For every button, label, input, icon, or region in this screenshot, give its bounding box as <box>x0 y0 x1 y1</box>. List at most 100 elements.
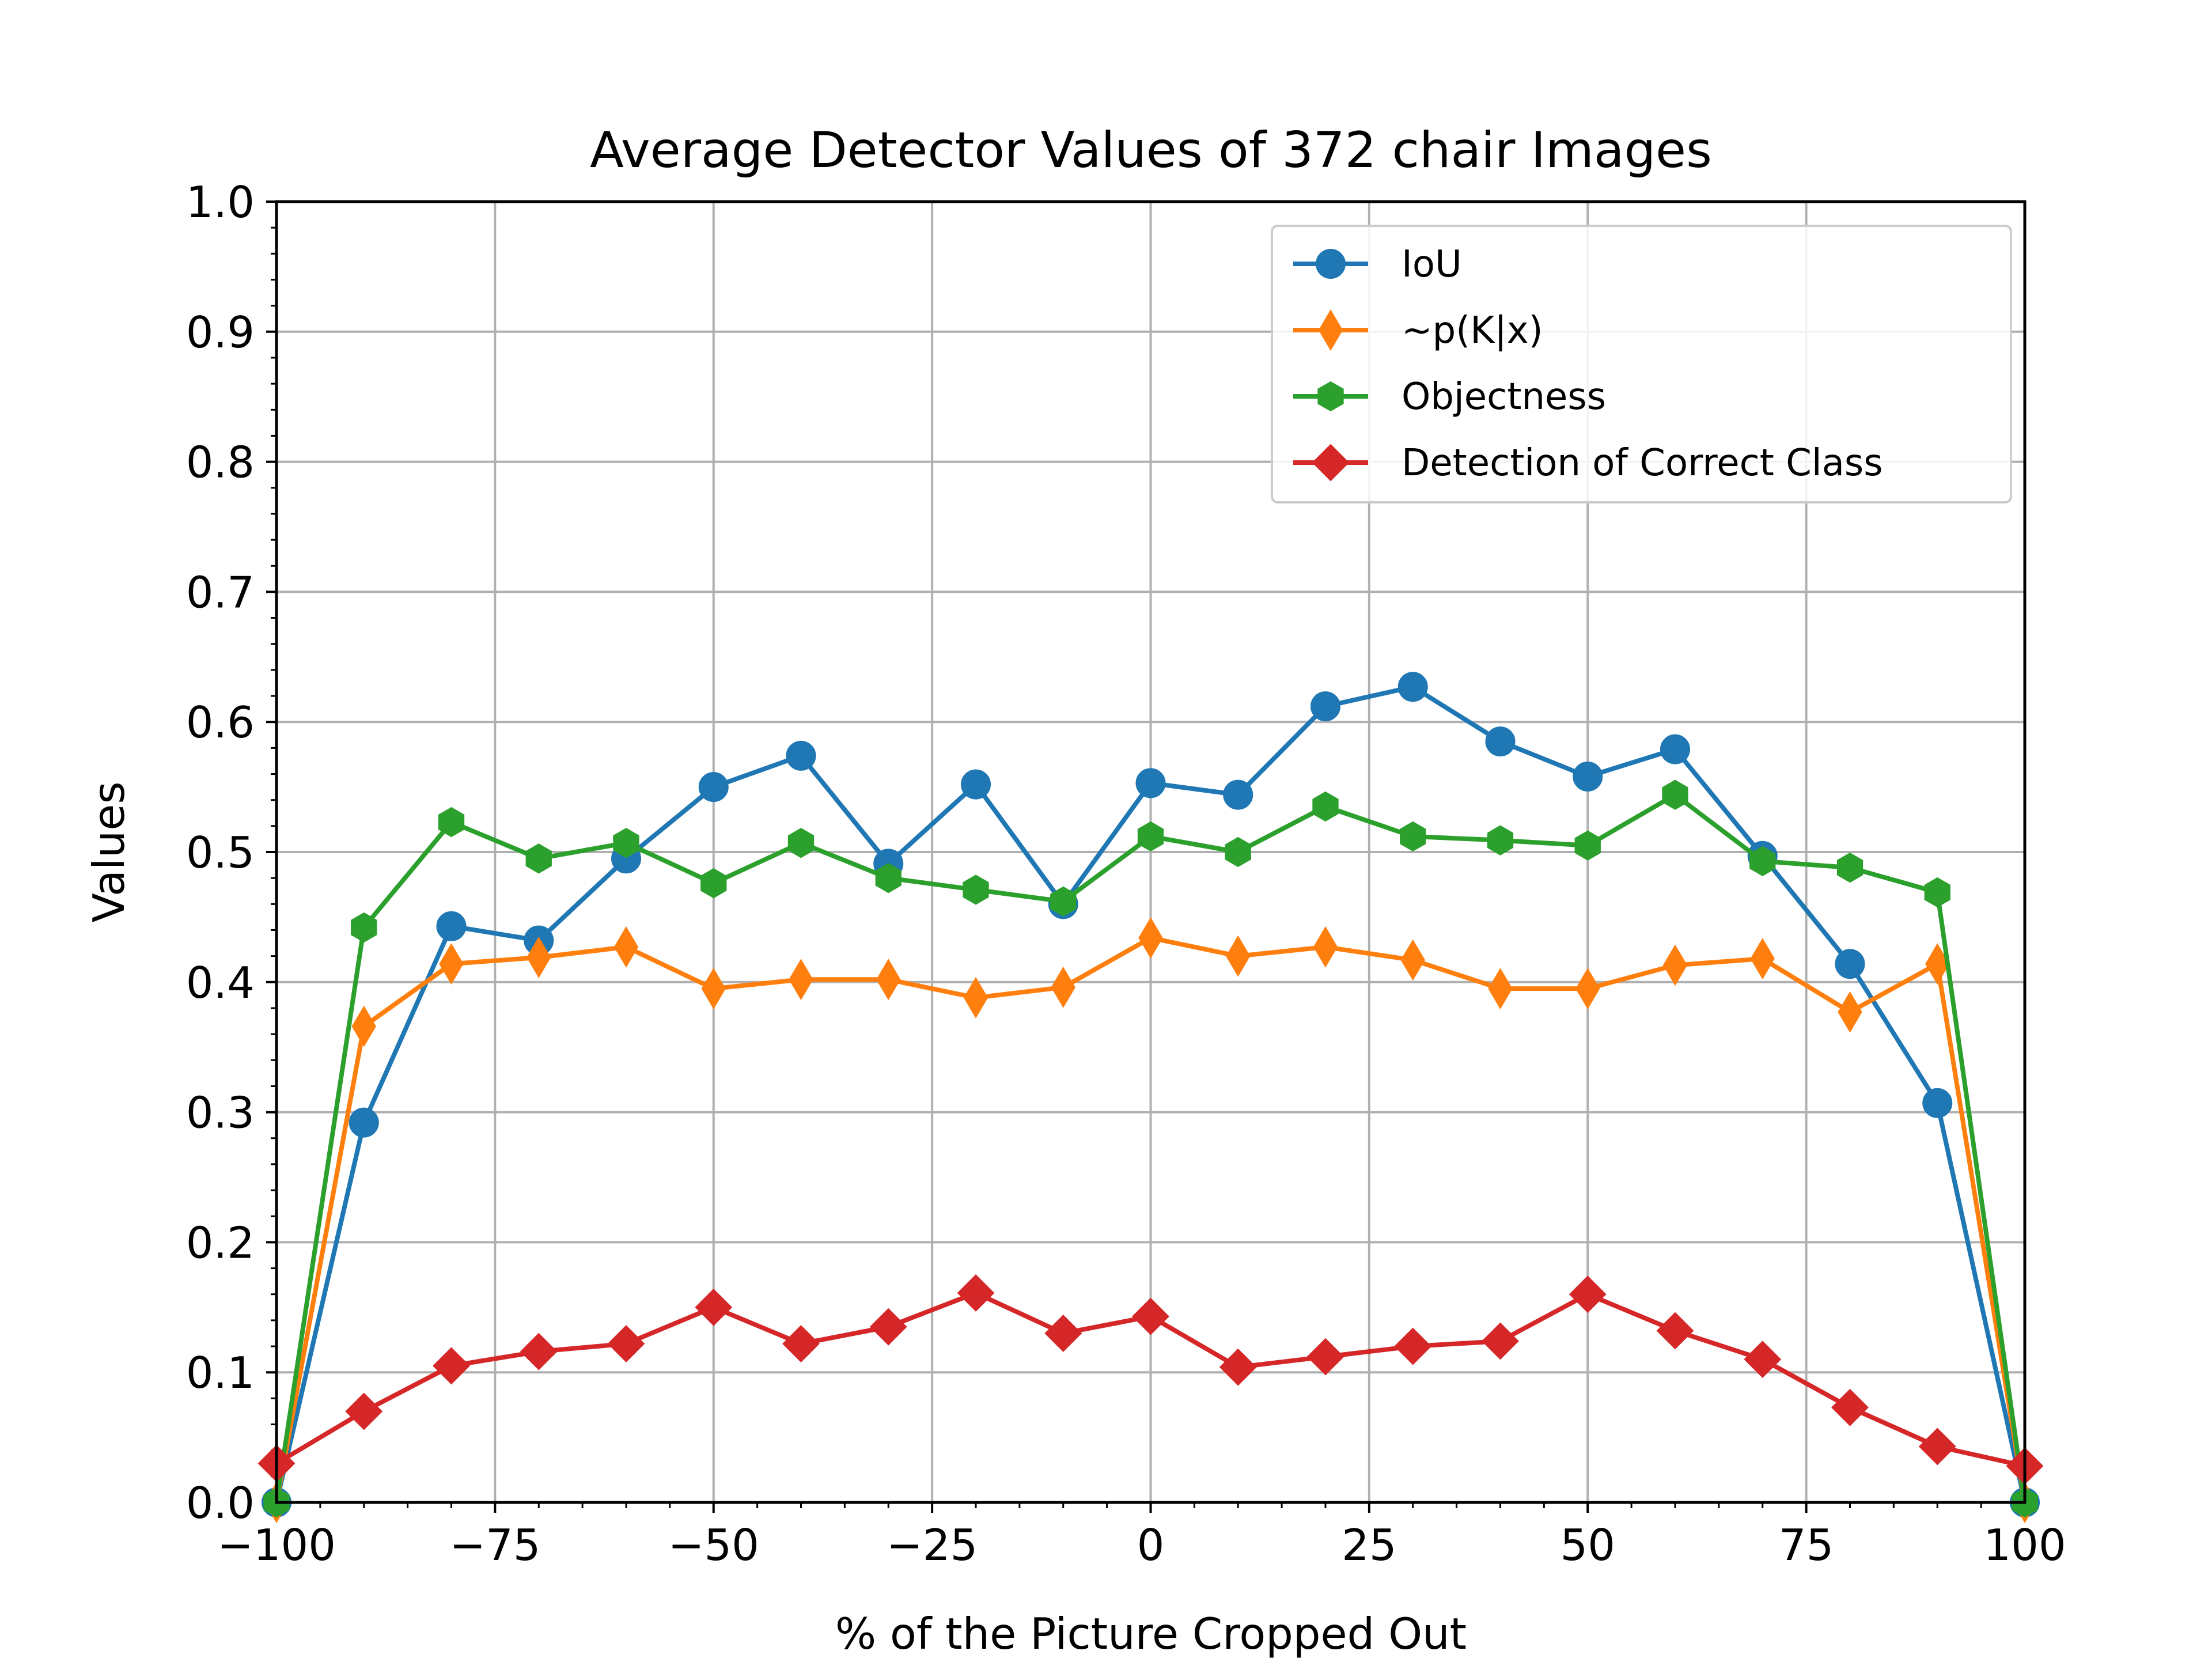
y-tick-label: 0.4 <box>186 957 255 1008</box>
data-point <box>438 807 465 838</box>
data-point <box>433 1347 470 1385</box>
data-point <box>1662 944 1688 986</box>
data-point <box>1219 1348 1257 1386</box>
legend-item: ~p(K|x) <box>1293 309 1543 352</box>
data-point <box>1310 691 1340 722</box>
data-point <box>1051 966 1075 1008</box>
data-point <box>1835 949 1865 979</box>
data-point <box>957 1274 995 1312</box>
data-point <box>1132 1297 1169 1335</box>
data-point <box>613 926 639 968</box>
data-point <box>1044 1315 1082 1352</box>
data-point <box>1831 1388 1869 1426</box>
data-point <box>1750 938 1775 980</box>
series-detection-of-correct-class <box>257 1274 2044 1485</box>
legend-marker <box>1312 444 1350 482</box>
data-point <box>1225 836 1251 868</box>
x-tick-label: 75 <box>1779 1520 1834 1570</box>
data-point <box>963 874 989 905</box>
data-point <box>869 1308 907 1346</box>
data-point <box>1575 968 1600 1010</box>
data-point <box>1397 672 1428 702</box>
y-tick-label: 0.7 <box>186 567 255 618</box>
legend-item: IoU <box>1293 243 1462 286</box>
data-point <box>439 943 464 985</box>
data-point <box>436 911 467 941</box>
y-tick-label: 1.0 <box>186 177 255 228</box>
data-point <box>345 1392 383 1430</box>
legend-item: Objectness <box>1293 376 1606 418</box>
series-p-k-x <box>264 917 2037 1523</box>
data-point <box>1918 1428 1956 1466</box>
y-tick-label: 0.2 <box>186 1217 255 1268</box>
x-tick-label: 25 <box>1342 1520 1396 1570</box>
data-point <box>1569 1275 1607 1313</box>
data-point <box>1924 877 1950 908</box>
x-tick-label: 0 <box>1137 1520 1165 1570</box>
plot-area-frame <box>275 200 2027 1504</box>
data-point <box>525 843 552 874</box>
data-point <box>1312 791 1339 822</box>
data-point <box>1662 779 1688 810</box>
data-point <box>349 1107 379 1138</box>
data-point <box>1394 1327 1432 1365</box>
data-point <box>698 772 729 802</box>
data-point <box>787 828 815 858</box>
y-tick-label: 0.6 <box>186 697 255 748</box>
data-point <box>1485 726 1516 757</box>
data-point <box>789 959 813 1001</box>
legend-marker <box>1318 309 1343 351</box>
data-point <box>875 863 902 894</box>
legend-label: ~p(K|x) <box>1402 309 1543 352</box>
data-point <box>1660 734 1690 764</box>
data-point <box>700 868 727 899</box>
data-point <box>1223 779 1253 810</box>
x-tick-label: −100 <box>217 1520 336 1570</box>
data-point <box>527 936 551 978</box>
data-point <box>1922 1088 1953 1118</box>
data-point <box>1749 846 1776 876</box>
data-point <box>782 1325 820 1362</box>
chart-title: Average Detector Values of 372 chair Ima… <box>590 122 1712 179</box>
x-axis-label: % of the Picture Cropped Out <box>835 1608 1467 1659</box>
legend-item: Detection of Correct Class <box>1293 442 1883 484</box>
x-tick-label: −50 <box>668 1520 759 1570</box>
y-axis-label: Values <box>84 781 134 922</box>
y-tick-label: 0.8 <box>186 437 255 488</box>
data-point <box>1138 917 1163 959</box>
data-point <box>1573 762 1603 792</box>
data-point <box>1226 935 1251 977</box>
data-point <box>786 740 816 771</box>
data-point <box>1488 968 1513 1010</box>
data-point <box>1306 1338 1344 1376</box>
data-point <box>876 959 901 1001</box>
data-point <box>607 1325 645 1362</box>
legend-marker <box>1316 249 1346 279</box>
data-point <box>1744 1341 1782 1379</box>
legend-label: IoU <box>1402 243 1462 286</box>
legend-label: Objectness <box>1402 376 1606 418</box>
data-point <box>1487 825 1514 855</box>
x-tick-label: −25 <box>887 1520 978 1570</box>
x-tick-label: 100 <box>1983 1520 2066 1570</box>
data-point <box>1400 939 1425 981</box>
y-tick-label: 0.3 <box>186 1088 255 1138</box>
y-tick-label: 0.9 <box>186 307 255 358</box>
data-point <box>1313 926 1338 968</box>
data-point <box>695 1288 733 1326</box>
x-tick-label: −75 <box>449 1520 540 1570</box>
series-lines <box>257 672 2044 1523</box>
legend: IoU ~p(K|x) Objectness Detection of Correct… <box>1271 225 2012 503</box>
data-point <box>1838 991 1862 1033</box>
data-point <box>1574 830 1601 861</box>
data-point <box>1836 852 1863 883</box>
data-point <box>963 976 988 1019</box>
axis-ticks: −100 −75 −50 −25 0 25 50 75 100 0.0 0.1 0.2 0.3 0.4 0.… <box>186 177 2066 1570</box>
data-point <box>1482 1322 1519 1360</box>
y-tick-label: 0.1 <box>186 1347 255 1398</box>
data-point <box>1400 821 1426 852</box>
data-point <box>1050 886 1077 917</box>
data-point <box>1656 1312 1694 1350</box>
series-objectness <box>263 779 2038 1518</box>
